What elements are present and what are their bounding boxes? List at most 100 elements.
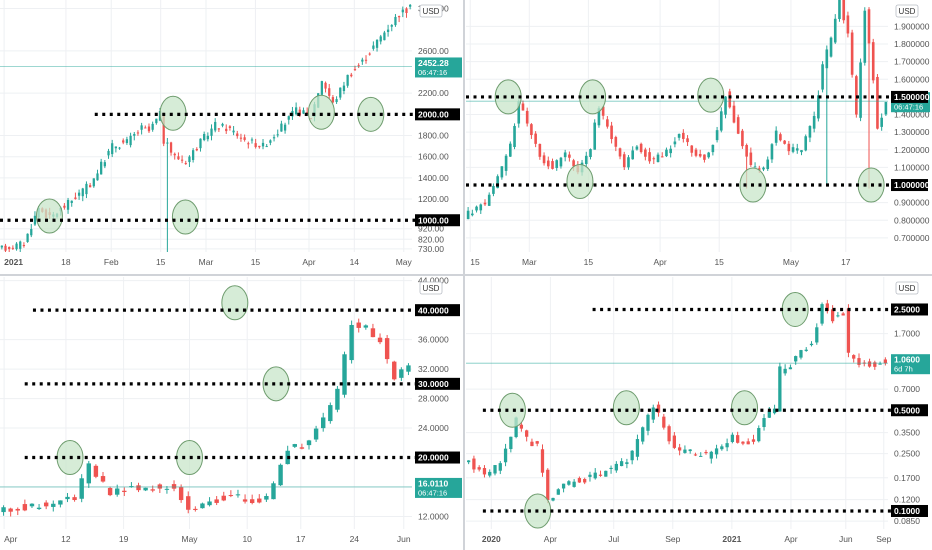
candle-body — [857, 358, 861, 365]
candle-body — [372, 45, 375, 49]
candle-body — [85, 183, 88, 195]
candle-body — [772, 408, 777, 414]
candle-body — [93, 465, 99, 477]
candle-body — [577, 478, 582, 483]
y-tick-label: 2600.00 — [418, 46, 449, 56]
x-tick-label: Jun — [397, 534, 411, 544]
y-tick-label: 820.00 — [418, 234, 444, 244]
x-tick-label: May — [783, 257, 800, 267]
highlight-circle — [307, 94, 335, 130]
candle-body — [472, 458, 476, 470]
candle-body — [842, 0, 845, 21]
y-tick-label: 1.700000 — [894, 57, 930, 67]
candle-body — [171, 484, 177, 489]
highlight-circle — [731, 390, 759, 426]
candle-body — [859, 62, 862, 118]
candle-body — [287, 116, 290, 120]
y-tick-label: 0.1200 — [894, 495, 920, 505]
candle-body — [377, 337, 383, 343]
candle-body — [1, 507, 6, 513]
highlight-circle — [35, 198, 63, 234]
candle-body — [475, 206, 478, 211]
candle-body — [250, 139, 254, 141]
x-tick-label: Apr — [544, 534, 557, 544]
candle-body — [133, 134, 136, 136]
candle-body — [363, 325, 369, 328]
x-tick-label: Jun — [839, 534, 853, 544]
candle-body — [217, 128, 221, 130]
candle-body — [496, 176, 499, 189]
candle-body — [829, 37, 833, 57]
candle-body — [774, 130, 778, 143]
candle-body — [830, 309, 835, 322]
candle-body — [619, 461, 624, 467]
candle-body — [107, 487, 113, 496]
level-price-tag: 1.500000 — [891, 90, 930, 103]
candle-body — [81, 188, 84, 197]
candle-body — [350, 74, 353, 77]
candle-body — [846, 308, 851, 353]
candle-body — [821, 64, 824, 90]
candle-body — [540, 449, 545, 473]
candle-body — [346, 74, 349, 86]
candle-body — [694, 149, 698, 156]
candle-body — [136, 132, 140, 134]
countdown-timer: 06:47:16 — [418, 488, 447, 497]
candle-body — [509, 143, 512, 157]
candle-body — [660, 156, 664, 158]
current-price-value: 16.0110 — [418, 478, 449, 488]
candle-body — [103, 162, 106, 167]
x-tick-label: 15 — [156, 257, 166, 267]
candle-body — [26, 233, 29, 242]
candle-body — [794, 356, 798, 362]
candle-body — [51, 503, 56, 507]
candle-body — [572, 160, 575, 167]
y-tick-label: 0.0850 — [894, 516, 920, 526]
candle-body — [746, 441, 750, 445]
level-price-label: 1000.00 — [418, 215, 449, 225]
candle-body — [144, 127, 147, 129]
candle-body — [4, 245, 7, 251]
candle-body — [70, 200, 73, 204]
candle-body — [114, 146, 118, 149]
candle-body — [320, 81, 324, 95]
candle-body — [514, 417, 518, 438]
x-tick-label: May — [181, 534, 198, 544]
x-tick-label: Sep — [665, 534, 680, 544]
candle-body — [272, 137, 276, 139]
candle-body — [22, 245, 26, 247]
candle-body — [180, 159, 184, 161]
candle-body — [563, 152, 567, 158]
candle-body — [306, 440, 312, 446]
x-tick-label: 2020 — [482, 534, 501, 544]
candle-body — [299, 447, 305, 449]
candle-body — [614, 137, 618, 147]
candle-body — [730, 434, 735, 442]
candle-body — [639, 143, 643, 153]
candle-body — [15, 508, 20, 511]
candle-body — [283, 124, 287, 131]
x-tick-label: 2021 — [4, 257, 23, 267]
candle-body — [269, 140, 272, 143]
candle-body — [646, 414, 650, 431]
candle-body — [546, 160, 550, 167]
candle-body — [498, 463, 502, 471]
x-tick-label: Mar — [522, 257, 537, 267]
candle-body — [22, 504, 28, 511]
x-tick-label: 15 — [714, 257, 724, 267]
x-tick-label: 15 — [584, 257, 594, 267]
candle-body — [809, 343, 814, 346]
candle-body — [656, 154, 660, 163]
candle-body — [568, 154, 571, 158]
candle-body — [635, 439, 640, 457]
candle-body — [221, 123, 224, 126]
candle-body — [820, 304, 824, 324]
candle-body — [799, 350, 803, 358]
level-price-label: 20.0000 — [418, 453, 449, 463]
candle-body — [353, 69, 357, 71]
candle-body — [265, 146, 268, 148]
currency-badge: USD — [895, 281, 919, 295]
candle-body — [58, 500, 63, 505]
candle-body — [140, 125, 143, 130]
candle-body — [551, 161, 554, 169]
